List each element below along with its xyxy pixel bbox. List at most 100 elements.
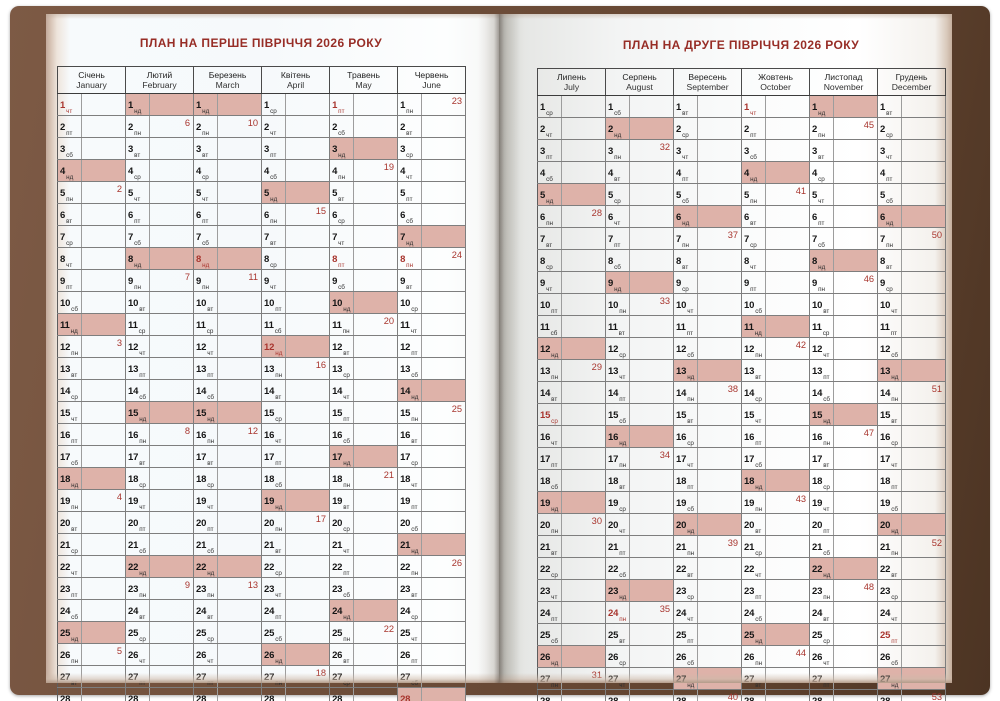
day-cell: 24нд	[329, 599, 355, 622]
day-cell: 16пт	[57, 423, 82, 446]
weekday-label: чт	[755, 418, 762, 425]
day-cell: 19пн	[741, 491, 767, 514]
day-cell: 6чт	[605, 205, 631, 228]
day-number: 14	[880, 388, 891, 399]
weekday-label: ср	[823, 484, 830, 491]
day-cell: 11ср	[809, 315, 835, 338]
weekday-label: пн	[343, 482, 351, 489]
day-number: 18	[676, 476, 687, 487]
day-cell: 28пт	[605, 689, 631, 701]
weekday-label: вт	[343, 350, 350, 357]
day-number: 26	[812, 652, 823, 663]
day-number: 24	[332, 606, 343, 617]
notes-cell: 15	[285, 203, 331, 226]
weekday-label: сб	[682, 198, 689, 205]
day-row: 13вт 13пт 13пт 13пн 16 13ср 13сб	[57, 357, 467, 380]
day-cell: 5пн	[57, 181, 82, 204]
weekday-label: сб	[619, 418, 626, 425]
day-cell: 19вт	[329, 489, 355, 512]
day-cell: 6пт	[809, 205, 835, 228]
day-number: 25	[880, 630, 891, 641]
day-number: 19	[332, 496, 343, 507]
notes-cell	[697, 469, 743, 492]
weekday-label: пт	[338, 108, 345, 115]
notes-cell	[901, 645, 947, 668]
notes-cell	[217, 313, 263, 336]
notes-cell	[901, 491, 947, 514]
day-number: 11	[60, 320, 70, 331]
notes-cell: 28	[560, 205, 607, 228]
notes-cell	[353, 335, 399, 358]
day-number: 9	[676, 278, 682, 289]
notes-cell	[560, 601, 607, 624]
day-cell: 22пн	[397, 555, 423, 578]
weekday-label: вт	[551, 550, 558, 557]
day-cell: 2пт	[57, 115, 82, 138]
notes-cell	[833, 293, 879, 316]
day-cell: 16сб	[329, 423, 355, 446]
day-cell: 28ср	[741, 689, 767, 701]
day-row: 12нд 12ср 12сб 12пн 42 12чт 12сб	[537, 337, 947, 360]
notes-cell	[217, 335, 263, 358]
weekday-label: нд	[619, 440, 627, 447]
day-number: 6	[540, 212, 546, 223]
weekday-label: нд	[818, 110, 826, 117]
notes-cell	[833, 557, 879, 580]
day-cell: 22сб	[605, 557, 631, 580]
notes-cell	[80, 137, 127, 160]
day-number: 18	[880, 476, 891, 487]
notes-cell	[697, 161, 743, 184]
weekday-label: сб	[207, 548, 214, 555]
day-cell: 25сб	[537, 623, 562, 646]
notes-cell	[629, 491, 675, 514]
weekday-label: чт	[71, 416, 78, 423]
day-number: 13	[744, 366, 755, 377]
notes-cell: 35	[629, 601, 675, 624]
day-number: 7	[880, 234, 886, 245]
day-number: 10	[880, 300, 891, 311]
day-number: 25	[540, 630, 551, 641]
day-number: 1	[812, 102, 818, 113]
weekday-label: вт	[66, 218, 73, 225]
weekday-label: пт	[275, 306, 282, 313]
weekday-label: пт	[755, 594, 762, 601]
day-number: 7	[540, 234, 546, 245]
day-cell: 14пт	[605, 381, 631, 404]
day-cell: 11вт	[605, 315, 631, 338]
day-number: 27	[880, 674, 891, 685]
notes-cell	[560, 139, 607, 162]
day-number: 13	[608, 366, 619, 377]
day-number: 16	[400, 430, 411, 441]
day-number: 1	[676, 102, 682, 113]
weekday-label: ср	[551, 418, 558, 425]
weekday-label: пт	[750, 286, 757, 293]
notes-cell	[149, 313, 195, 336]
weekday-label: пт	[207, 372, 214, 379]
weekday-label: пн	[71, 658, 79, 665]
day-cell: 25пт	[877, 623, 903, 646]
day-number: 18	[128, 474, 139, 485]
day-number: 17	[880, 454, 891, 465]
day-number: 28	[608, 696, 618, 701]
weekday-label: вт	[755, 374, 762, 381]
weekday-label: ср	[275, 416, 282, 423]
day-number: 7	[608, 234, 614, 245]
weekday-label: ср	[546, 264, 553, 271]
weekday-label: пн	[139, 438, 147, 445]
day-cell: 13пт	[125, 357, 151, 380]
notes-cell	[285, 423, 331, 446]
weekday-label: чт	[891, 308, 898, 315]
weekday-label: ср	[682, 132, 689, 139]
day-number: 4	[540, 168, 546, 179]
weekday-label: пт	[270, 152, 277, 159]
day-cell: 3вт	[193, 137, 219, 160]
day-cell: 25ср	[193, 621, 219, 644]
day-number: 3	[880, 146, 886, 157]
notes-cell	[697, 249, 743, 272]
day-number: 25	[608, 630, 619, 641]
day-number: 4	[400, 166, 406, 177]
day-cell: 26чт	[125, 643, 151, 666]
day-number: 9	[880, 278, 886, 289]
day-number: 16	[540, 432, 551, 443]
day-cell: 21сб	[125, 533, 151, 556]
